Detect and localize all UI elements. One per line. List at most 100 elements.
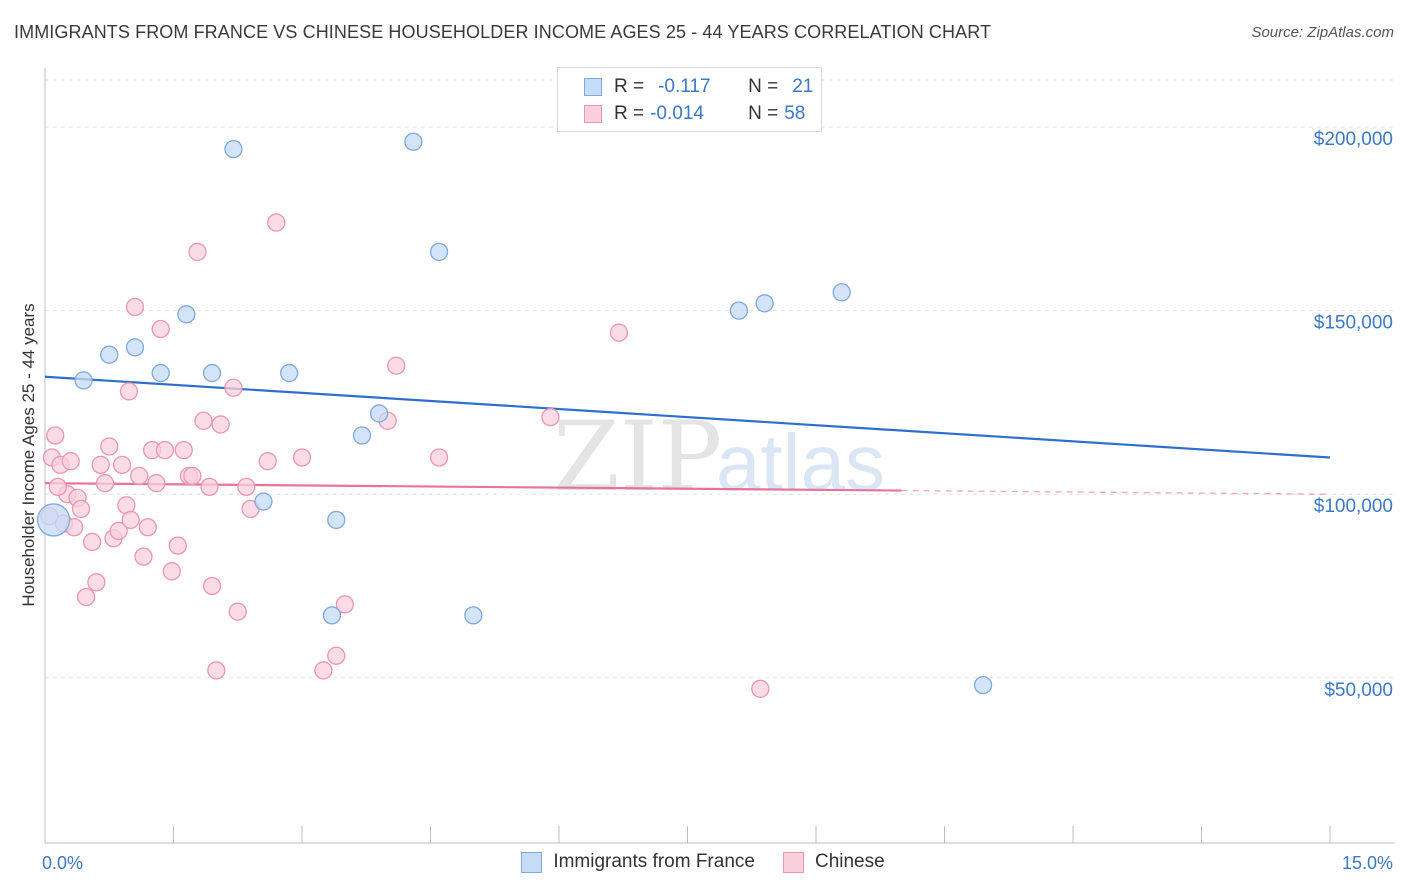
point-chinese (292, 448, 312, 467)
point-chinese (211, 415, 230, 434)
point-chinese (71, 499, 91, 519)
point-chinese (237, 477, 256, 497)
point-chinese (751, 679, 770, 698)
trend-line-0 (44, 375, 1331, 459)
grid-lines (45, 79, 1395, 679)
point-chinese (147, 474, 166, 493)
point-france (254, 492, 273, 511)
y-tick-label: $100,000 (1314, 496, 1393, 517)
y-tick-label: $200,000 (1314, 129, 1393, 150)
y-tick-label: $150,000 (1314, 313, 1393, 334)
point-chinese (335, 595, 354, 614)
chart-title: IMMIGRANTS FROM FRANCE VS CHINESE HOUSEH… (14, 22, 992, 42)
series-swatch-france (521, 851, 543, 873)
point-chinese (91, 455, 110, 474)
watermark-atlas: atlas (716, 418, 885, 507)
point-chinese (112, 455, 132, 474)
point-chinese (46, 426, 65, 445)
x-tick-label: 0.0% (42, 853, 83, 873)
point-france (369, 404, 389, 423)
point-france (755, 294, 774, 313)
point-france (729, 301, 749, 320)
point-chinese (174, 441, 193, 460)
legend-n-value: 58 (784, 103, 806, 124)
legend-r-value: -0.117 (658, 76, 711, 97)
series-label-france: Immigrants from France (553, 851, 755, 872)
point-chinese (267, 213, 286, 232)
point-france (177, 305, 196, 324)
legend-swatch-chinese (584, 105, 602, 123)
point-chinese (207, 661, 226, 680)
legend-swatch-france (584, 78, 602, 96)
point-chinese (314, 661, 333, 680)
point-france (352, 426, 372, 445)
point-chinese (119, 382, 139, 401)
point-chinese (194, 411, 213, 430)
series-legend-chinese[interactable]: Chinese (782, 851, 885, 873)
source-label: Source: ZipAtlas.com (1251, 24, 1394, 41)
point-chinese (429, 448, 449, 467)
point-chinese (125, 297, 145, 317)
stats-legend: R = -0.117 N = 21 R = -0.014 N = 58 (557, 67, 822, 132)
point-france (429, 242, 449, 262)
point-france (832, 283, 851, 302)
point-france (151, 363, 170, 383)
point-france (973, 675, 993, 695)
point-chinese (76, 587, 96, 607)
legend-r-label: R = (614, 76, 645, 97)
point-france (100, 345, 119, 364)
point-france (74, 371, 93, 390)
point-chinese (100, 437, 119, 456)
point-chinese (228, 602, 247, 621)
point-chinese (87, 573, 106, 592)
series-legend-france[interactable]: Immigrants from France (521, 851, 755, 873)
legend-n-value: 21 (792, 76, 814, 97)
legend-r-value: -0.014 (650, 103, 704, 124)
series-legend: Immigrants from France Chinese (0, 851, 1406, 873)
series-label-chinese: Chinese (814, 851, 885, 872)
tick-labels: $50,000 $100,000 $150,000 $200,000 0.0% 15.0% (42, 129, 1393, 873)
point-france (125, 338, 145, 357)
y-axis-label: Householder Income Ages 25 - 44 years (19, 303, 38, 606)
legend-r-label: R = (614, 103, 645, 124)
watermark: ZIP atlas (553, 401, 885, 513)
point-chinese (138, 518, 157, 537)
legend-row-chinese: R = -0.014 N = 58 (558, 101, 805, 127)
point-chinese (168, 536, 187, 555)
point-chinese (200, 477, 219, 497)
point-chinese (121, 510, 140, 530)
point-chinese (541, 407, 560, 427)
point-chinese (609, 323, 629, 342)
legend-row-france: R = -0.117 N = 21 (558, 74, 813, 100)
point-chinese (151, 319, 170, 339)
point-chinese (95, 474, 115, 493)
legend-n-label: N = (748, 103, 779, 124)
point-chinese (155, 441, 175, 460)
point-chinese (224, 378, 243, 397)
y-tick-label: $50,000 (1324, 680, 1393, 701)
point-france (404, 132, 423, 151)
point-chinese (162, 562, 181, 581)
trend-line-dashed-1 (901, 489, 1331, 495)
point-chinese (82, 532, 102, 552)
point-chinese (48, 477, 67, 497)
point-chinese (134, 547, 153, 566)
point-france (36, 503, 71, 537)
point-france (202, 363, 222, 383)
point-chinese (130, 466, 149, 486)
legend-n-label: N = (748, 76, 779, 97)
point-chinese (183, 466, 202, 486)
point-chinese (202, 576, 222, 596)
data-points (36, 132, 993, 698)
point-france (322, 606, 342, 625)
watermark-zip: ZIP (553, 401, 722, 513)
point-chinese (387, 356, 406, 375)
point-france (464, 606, 483, 625)
point-france (224, 139, 243, 159)
x-tick-label: 15.0% (1342, 853, 1393, 873)
point-chinese (61, 452, 80, 471)
point-france (327, 510, 346, 530)
point-chinese (327, 646, 346, 665)
point-chinese (188, 242, 207, 262)
